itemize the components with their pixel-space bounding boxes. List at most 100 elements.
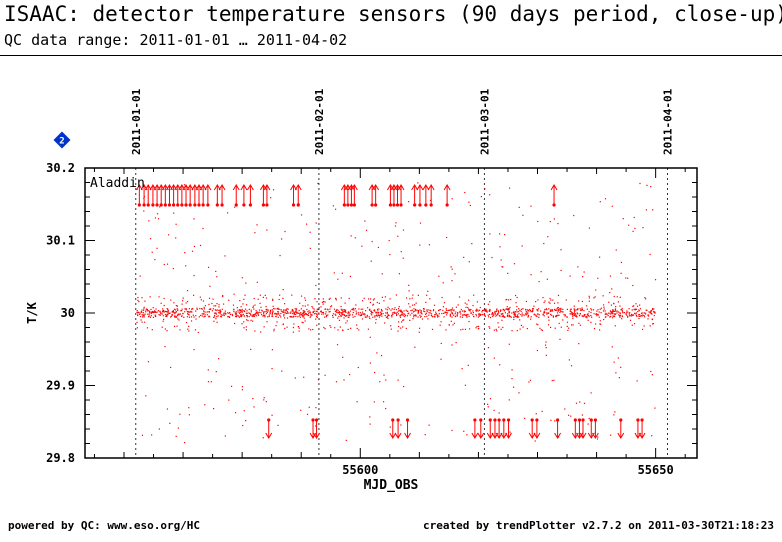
data-point <box>573 305 575 307</box>
data-point <box>503 316 506 318</box>
data-point <box>409 314 411 316</box>
data-point <box>579 308 581 310</box>
data-point <box>374 371 376 374</box>
lower-outlier-arrowhead <box>500 432 508 439</box>
data-point <box>241 311 243 313</box>
data-point <box>338 315 340 318</box>
data-point <box>340 312 343 314</box>
data-point <box>373 309 375 311</box>
data-point <box>222 303 225 305</box>
data-point <box>618 311 620 313</box>
data-point <box>306 308 308 311</box>
data-point <box>156 247 158 249</box>
upper-outlier-point <box>184 203 188 207</box>
data-point <box>176 325 178 327</box>
data-point <box>559 338 561 340</box>
data-point <box>291 308 293 311</box>
upper-outlier-arrowhead <box>144 184 152 191</box>
data-point <box>586 308 588 310</box>
data-point <box>501 319 503 321</box>
data-point <box>516 311 518 313</box>
data-point <box>599 323 601 325</box>
data-point <box>320 310 322 312</box>
data-point <box>368 298 370 300</box>
data-point <box>467 306 469 309</box>
data-point <box>586 314 588 316</box>
data-point <box>643 325 645 327</box>
data-point <box>358 308 360 310</box>
lower-outlier-point <box>573 418 577 422</box>
data-point <box>143 306 145 308</box>
data-point <box>454 273 456 275</box>
data-point <box>243 298 245 300</box>
data-point <box>496 309 498 311</box>
data-point <box>295 310 298 312</box>
data-point <box>487 316 490 318</box>
upper-outlier-point <box>137 203 141 207</box>
data-point <box>597 314 599 316</box>
data-point <box>388 239 390 242</box>
data-point <box>277 311 280 313</box>
data-point <box>149 316 152 318</box>
data-point <box>413 310 415 312</box>
data-point <box>502 266 504 268</box>
data-point <box>240 315 243 318</box>
data-point <box>450 312 453 314</box>
data-point <box>216 316 218 318</box>
data-point <box>588 297 590 299</box>
data-point <box>547 316 549 318</box>
data-point <box>347 328 349 331</box>
data-point <box>560 249 562 251</box>
data-point <box>267 309 269 311</box>
data-point <box>500 309 502 311</box>
data-point <box>234 312 236 314</box>
data-point <box>603 306 605 308</box>
data-point <box>390 309 392 311</box>
data-point <box>369 298 372 300</box>
data-point <box>217 315 219 317</box>
data-point <box>611 205 613 207</box>
data-point <box>439 324 441 326</box>
data-point <box>626 314 628 316</box>
data-point <box>185 302 187 304</box>
data-point <box>278 298 280 301</box>
upper-outlier-point <box>151 203 155 207</box>
data-point <box>191 250 194 252</box>
data-point <box>399 315 401 317</box>
data-point <box>345 322 347 324</box>
data-point <box>550 313 552 316</box>
data-point <box>162 309 165 312</box>
data-point <box>262 296 264 299</box>
data-point <box>463 311 465 313</box>
data-point <box>218 306 220 308</box>
data-point <box>472 313 474 316</box>
data-point <box>352 314 354 316</box>
data-point <box>531 309 534 311</box>
data-point <box>289 316 291 318</box>
data-point <box>203 312 205 315</box>
data-point <box>151 311 153 313</box>
data-point <box>643 315 645 317</box>
data-point <box>504 312 507 314</box>
data-point <box>356 401 358 403</box>
data-point <box>586 305 588 307</box>
info-badge-label: 2 <box>59 137 64 147</box>
data-point <box>167 308 169 310</box>
lower-outlier-arrowhead <box>505 432 512 439</box>
data-point <box>628 313 630 315</box>
data-point <box>365 310 367 312</box>
data-point <box>614 313 616 316</box>
data-point <box>528 381 530 383</box>
data-point <box>629 319 632 321</box>
data-point <box>254 314 256 316</box>
data-point <box>177 313 179 316</box>
data-point <box>645 313 647 315</box>
data-point <box>536 309 538 311</box>
data-point <box>514 314 516 316</box>
data-point <box>159 311 161 313</box>
data-point <box>621 318 623 320</box>
data-point <box>277 307 279 309</box>
data-point <box>196 307 198 309</box>
data-point <box>330 305 333 307</box>
data-point <box>545 347 547 349</box>
